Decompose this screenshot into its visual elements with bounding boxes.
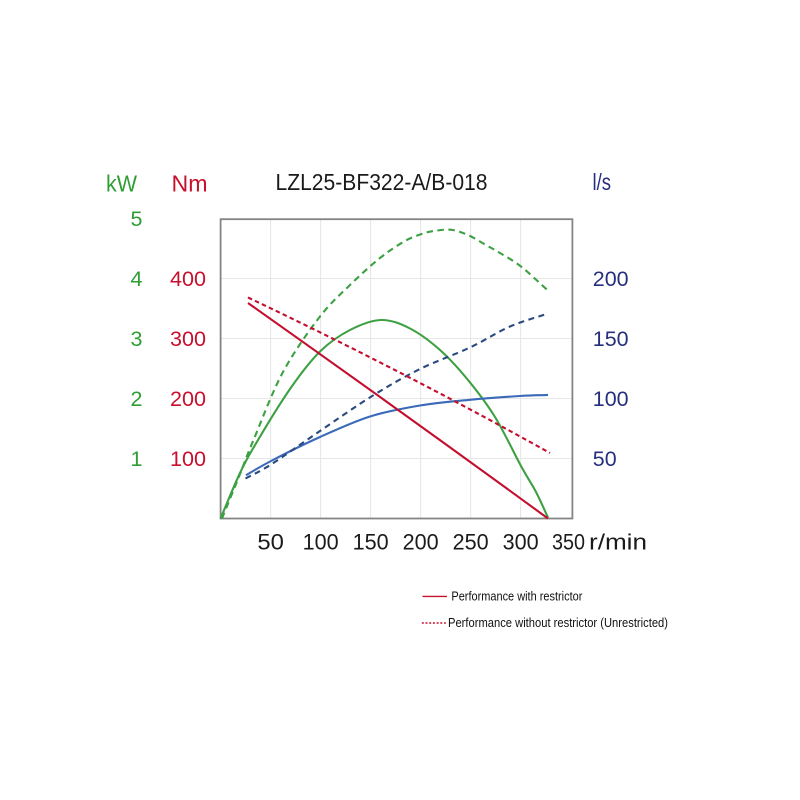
svg-text:200: 200 — [403, 530, 439, 555]
svg-text:200: 200 — [170, 387, 206, 411]
svg-text:LZL25-BF322-A/B-018: LZL25-BF322-A/B-018 — [276, 169, 488, 195]
svg-text:l/s: l/s — [593, 169, 612, 195]
svg-text:5: 5 — [131, 207, 143, 231]
svg-text:250: 250 — [453, 530, 489, 555]
svg-text:200: 200 — [593, 267, 629, 291]
svg-text:2: 2 — [131, 387, 143, 411]
svg-text:Performance without restrictor: Performance without restrictor (Unrestri… — [448, 615, 668, 630]
svg-text:kW: kW — [106, 171, 137, 197]
svg-text:Performance with restrictor: Performance with restrictor — [451, 589, 583, 604]
svg-text:Nm: Nm — [172, 171, 208, 197]
svg-text:100: 100 — [593, 387, 629, 411]
svg-text:50: 50 — [593, 447, 617, 471]
svg-text:100: 100 — [170, 447, 206, 471]
svg-text:350: 350 — [552, 530, 585, 555]
svg-text:300: 300 — [503, 530, 539, 555]
svg-text:50: 50 — [257, 530, 284, 555]
svg-text:150: 150 — [353, 530, 389, 555]
svg-text:100: 100 — [303, 530, 339, 555]
svg-text:r/min: r/min — [589, 530, 647, 555]
svg-text:150: 150 — [593, 327, 629, 351]
svg-text:1: 1 — [131, 447, 143, 471]
svg-text:3: 3 — [131, 327, 143, 351]
svg-text:4: 4 — [131, 267, 143, 291]
svg-text:400: 400 — [170, 267, 206, 291]
svg-text:300: 300 — [170, 327, 206, 351]
